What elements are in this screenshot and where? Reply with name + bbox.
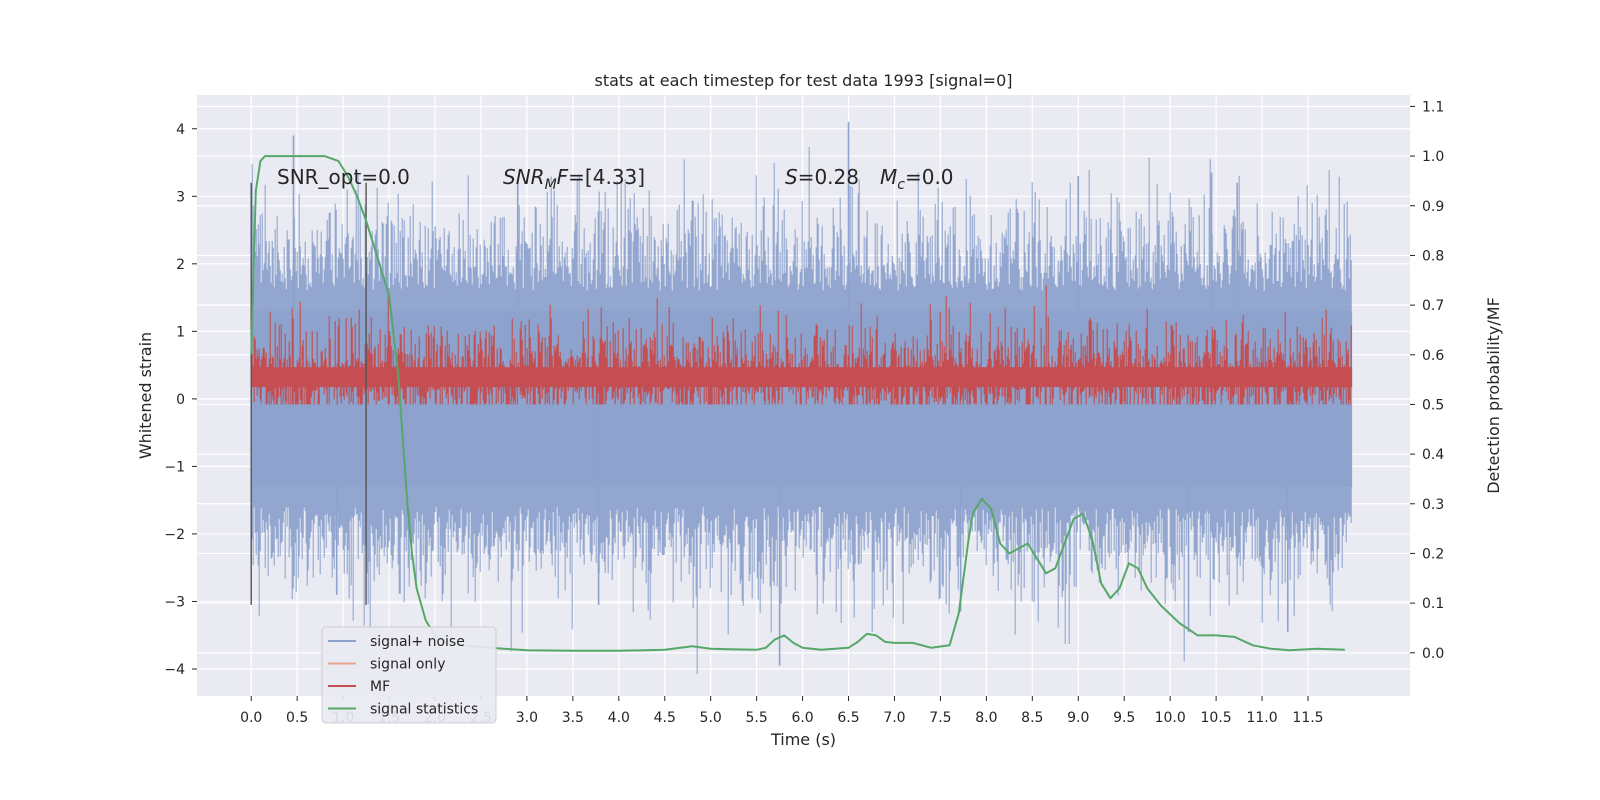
x-tick-label-11: 5.5 bbox=[746, 710, 768, 726]
annotation-mc-sub: c bbox=[897, 177, 905, 193]
annotation-s-value: =0.28 bbox=[798, 165, 859, 189]
y-tick-label-1: −3 bbox=[164, 594, 185, 610]
y-tick-label-6: 2 bbox=[176, 257, 185, 273]
x-tick-label-17: 8.5 bbox=[1021, 710, 1043, 726]
y2-tick-label-5: 0.5 bbox=[1422, 397, 1444, 413]
y-tick-label-8: 4 bbox=[176, 122, 185, 138]
x-axis-label: Time (s) bbox=[770, 730, 836, 749]
annotation-mc-value: =0.0 bbox=[905, 165, 954, 189]
annotation-snr-mf: SNRMF=[4.33] bbox=[503, 165, 645, 193]
chart-title: stats at each timestep for test data 199… bbox=[594, 71, 1012, 90]
annotation-mc: Mc=0.0 bbox=[880, 165, 954, 193]
y-tick-label-0: −4 bbox=[164, 662, 185, 678]
y2-tick-label-11: 1.1 bbox=[1422, 99, 1444, 115]
y2-tick-label-9: 0.9 bbox=[1422, 199, 1444, 215]
annotation-mc-symbol: M bbox=[880, 165, 897, 189]
legend-label-2: MF bbox=[370, 679, 390, 695]
y2-tick-label-3: 0.3 bbox=[1422, 497, 1444, 513]
y-tick-label-5: 1 bbox=[176, 324, 185, 340]
y2-axis-ticks: 0.0 0.1 0.2 0.3 0.4 0.5 0.6 0.7 0.8 0.9 1.0 1.1 bbox=[1410, 99, 1444, 662]
y2-axis-label: Detection probability/MF bbox=[1484, 297, 1503, 494]
legend: signal+ noise signal only MF signal statist… bbox=[321, 626, 497, 724]
x-tick-label-19: 9.5 bbox=[1113, 710, 1135, 726]
mf-core bbox=[251, 367, 1353, 388]
y-axis-ticks: −4 −3 −2 −1 0 1 2 3 4 bbox=[164, 122, 197, 678]
annotation-snr-opt: SNR_opt=0.0 bbox=[277, 165, 410, 189]
legend-items: signal+ noise signal only MF signal statist… bbox=[328, 634, 478, 718]
y2-tick-label-4: 0.4 bbox=[1422, 447, 1444, 463]
legend-label-3: signal statistics bbox=[370, 702, 478, 718]
x-tick-label-15: 7.5 bbox=[929, 710, 951, 726]
vertical-markers bbox=[250, 182, 367, 605]
x-tick-label-9: 4.5 bbox=[654, 710, 676, 726]
y-tick-label-3: −1 bbox=[164, 459, 185, 475]
legend-label-1: signal only bbox=[370, 657, 445, 673]
x-tick-label-12: 6.0 bbox=[791, 710, 813, 726]
x-tick-label-22: 11.0 bbox=[1246, 710, 1277, 726]
signal-statistics-line bbox=[250, 155, 1345, 652]
y2-tick-label-10: 1.0 bbox=[1422, 149, 1444, 165]
y2-tick-label-1: 0.1 bbox=[1422, 596, 1444, 612]
annotation-snr-mf-prefix: SNR bbox=[503, 165, 545, 189]
x-tick-label-10: 5.0 bbox=[700, 710, 722, 726]
x-tick-label-20: 10.0 bbox=[1155, 710, 1186, 726]
y-tick-label-7: 3 bbox=[176, 189, 185, 205]
annotation-s-symbol: S bbox=[785, 165, 798, 189]
series-signal-statistics bbox=[250, 155, 1345, 652]
x-tick-label-16: 8.0 bbox=[975, 710, 997, 726]
x-tick-label-7: 3.5 bbox=[562, 710, 584, 726]
x-tick-label-13: 6.5 bbox=[837, 710, 859, 726]
annotation-snr-mf-suffix-f: F bbox=[557, 165, 569, 189]
x-tick-label-14: 7.0 bbox=[883, 710, 905, 726]
x-tick-label-1: 0.5 bbox=[286, 710, 308, 726]
annotation-s: S=0.28 bbox=[785, 165, 859, 189]
y2-tick-label-0: 0.0 bbox=[1422, 646, 1444, 662]
x-tick-label-8: 4.0 bbox=[608, 710, 630, 726]
legend-label-0: signal+ noise bbox=[370, 634, 465, 650]
y2-tick-label-7: 0.7 bbox=[1422, 298, 1444, 314]
y2-tick-label-2: 0.2 bbox=[1422, 546, 1444, 562]
y2-tick-label-8: 0.8 bbox=[1422, 248, 1444, 264]
y-axis-label: Whitened strain bbox=[136, 332, 155, 459]
annotation-snr-mf-sub: M bbox=[545, 177, 557, 193]
y-tick-label-2: −2 bbox=[164, 527, 185, 543]
x-tick-label-23: 11.5 bbox=[1292, 710, 1323, 726]
legend-box bbox=[321, 626, 497, 724]
x-tick-label-0: 0.0 bbox=[240, 710, 262, 726]
x-tick-label-6: 3.0 bbox=[516, 710, 538, 726]
x-tick-label-18: 9.0 bbox=[1067, 710, 1089, 726]
x-tick-label-21: 10.5 bbox=[1201, 710, 1232, 726]
y2-tick-label-6: 0.6 bbox=[1422, 348, 1444, 364]
annotation-snr-mf-value: =[4.33] bbox=[568, 165, 645, 189]
y-tick-label-4: 0 bbox=[176, 392, 185, 408]
